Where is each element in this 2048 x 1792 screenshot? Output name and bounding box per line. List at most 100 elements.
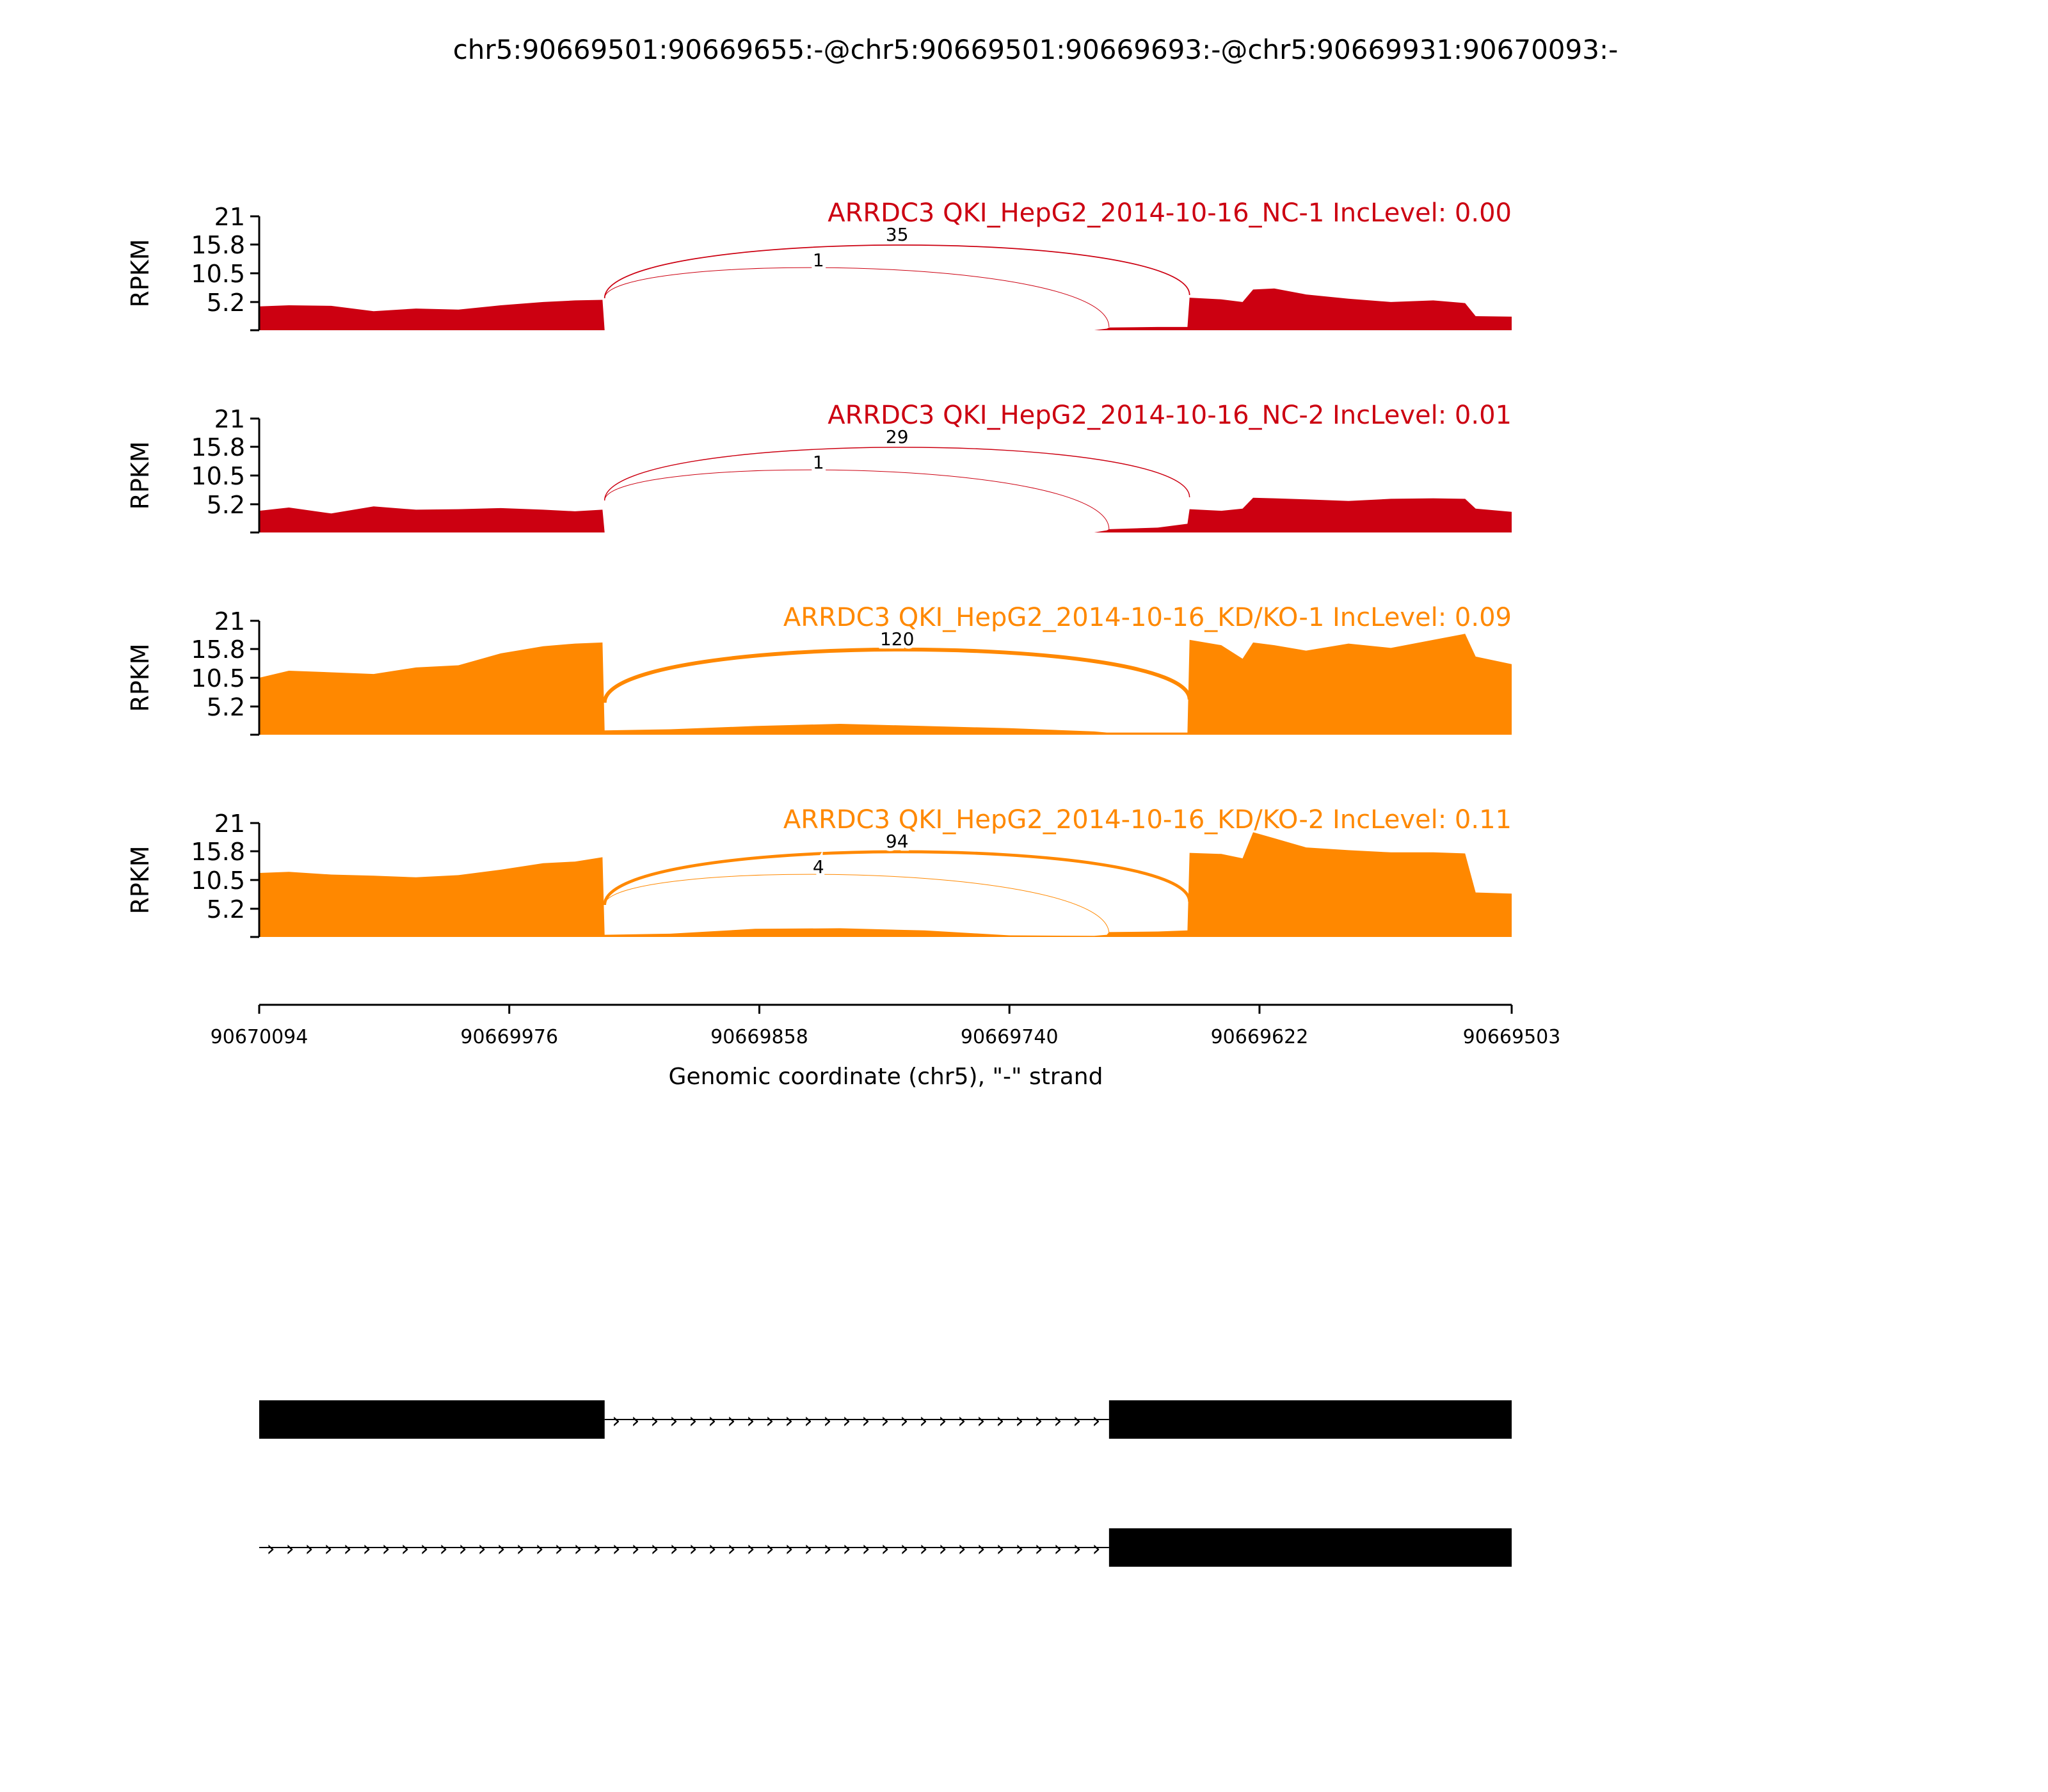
strand-arrow: › — [573, 1536, 582, 1562]
strand-arrow: › — [823, 1536, 832, 1562]
coverage-area — [259, 288, 1512, 330]
strand-arrow: › — [1092, 1536, 1101, 1562]
junction-arc — [604, 469, 1110, 530]
strand-arrow: › — [900, 1536, 909, 1562]
strand-arrow: › — [1034, 1408, 1043, 1434]
strand-arrow: › — [957, 1536, 966, 1562]
junction-count-label: 94 — [886, 831, 909, 852]
y-tick-label: 10.5 — [191, 664, 245, 692]
strand-arrow: › — [881, 1536, 890, 1562]
y-tick-label: 10.5 — [191, 867, 245, 895]
junction-arc — [604, 267, 1110, 328]
sample-label: ARRDC3 QKI_HepG2_2014-10-16_NC-1 IncLeve… — [828, 198, 1512, 228]
x-tick-label: 90670094 — [211, 1026, 308, 1048]
junction-count-label: 29 — [886, 426, 909, 447]
chart-title: chr5:90669501:90669655:-@chr5:90669501:9… — [453, 34, 1619, 65]
sample-panel: 29 1 ARRDC3 QKI_HepG2_2014-10-16_NC-2 IncL… — [126, 401, 1512, 534]
y-tick-label: 21 — [214, 810, 245, 838]
strand-arrow: › — [708, 1536, 717, 1562]
coverage-area — [259, 497, 1512, 532]
sample-panel: 94 4 ARRDC3 QKI_HepG2_2014-10-16_KD/KO-2 I… — [126, 805, 1512, 938]
junction-arc — [604, 874, 1110, 934]
strand-arrow: › — [650, 1408, 659, 1434]
strand-arrow: › — [535, 1536, 544, 1562]
strand-arrow: › — [477, 1536, 486, 1562]
strand-arrow: › — [996, 1408, 1005, 1434]
strand-arrow: › — [919, 1408, 928, 1434]
strand-arrow: › — [1015, 1408, 1024, 1434]
strand-arrow: › — [650, 1536, 659, 1562]
strand-arrow: › — [919, 1536, 928, 1562]
x-tick-label: 90669976 — [460, 1026, 558, 1048]
strand-arrow: › — [708, 1408, 717, 1434]
y-tick-label: 15.8 — [191, 231, 245, 259]
strand-arrow: › — [785, 1536, 794, 1562]
strand-arrow: › — [804, 1536, 813, 1562]
coverage-area — [259, 832, 1512, 937]
x-tick-label: 90669503 — [1463, 1026, 1561, 1048]
strand-arrow: › — [842, 1408, 851, 1434]
strand-arrow: › — [612, 1408, 621, 1434]
junction-count-label: 120 — [880, 628, 914, 650]
sample-label: ARRDC3 QKI_HepG2_2014-10-16_KD/KO-1 IncL… — [783, 603, 1512, 632]
strand-arrow: › — [765, 1408, 774, 1434]
exon-block — [1108, 1400, 1512, 1439]
coverage-area — [259, 634, 1512, 735]
strand-arrow: › — [458, 1536, 467, 1562]
y-tick-label: 10.5 — [191, 260, 245, 288]
strand-arrow: › — [1092, 1408, 1101, 1434]
strand-arrow: › — [516, 1536, 525, 1562]
junction-arc — [604, 244, 1190, 299]
strand-arrow: › — [881, 1408, 890, 1434]
strand-arrow: › — [401, 1536, 410, 1562]
strand-arrow: › — [669, 1536, 678, 1562]
x-tick-label: 90669858 — [710, 1026, 808, 1048]
strand-arrow: › — [938, 1408, 947, 1434]
strand-arrow: › — [439, 1536, 448, 1562]
strand-arrow: › — [1053, 1536, 1062, 1562]
y-tick-label: 5.2 — [207, 693, 245, 721]
y-axis-label: RPKM — [126, 643, 154, 712]
strand-arrow: › — [861, 1536, 870, 1562]
y-tick-label: 21 — [214, 405, 245, 433]
y-tick-label: 5.2 — [207, 895, 245, 924]
sample-label: ARRDC3 QKI_HepG2_2014-10-16_KD/KO-2 IncL… — [783, 805, 1512, 835]
junction-count-label: 4 — [813, 856, 824, 877]
y-axis-label: RPKM — [126, 441, 154, 509]
junction-count-label: 35 — [886, 224, 909, 245]
junction-arc — [602, 647, 1192, 703]
y-tick-label: 21 — [214, 203, 245, 231]
strand-arrow: › — [900, 1408, 909, 1434]
strand-arrow: › — [1053, 1408, 1062, 1434]
sample-panel: 35 1 ARRDC3 QKI_HepG2_2014-10-16_NC-1 IncL… — [126, 198, 1512, 332]
y-tick-label: 15.8 — [191, 433, 245, 461]
transcript: › › › › › › › › › › › › › › › › › › › › › › › › › › — [259, 1400, 1512, 1439]
strand-arrow: › — [765, 1536, 774, 1562]
y-tick-label: 15.8 — [191, 838, 245, 866]
strand-arrow: › — [1073, 1536, 1082, 1562]
strand-arrow: › — [977, 1408, 986, 1434]
strand-arrow: › — [804, 1408, 813, 1434]
y-axis-label: RPKM — [126, 239, 154, 307]
strand-arrow: › — [823, 1408, 832, 1434]
strand-arrow: › — [554, 1536, 563, 1562]
strand-arrow: › — [977, 1536, 986, 1562]
strand-arrow: › — [938, 1536, 947, 1562]
strand-arrow: › — [305, 1536, 314, 1562]
strand-arrow: › — [1034, 1536, 1043, 1562]
strand-arrow: › — [669, 1408, 678, 1434]
strand-arrow: › — [266, 1536, 275, 1562]
junction-arc — [604, 447, 1190, 501]
strand-arrow: › — [842, 1536, 851, 1562]
x-tick-label: 90669740 — [961, 1026, 1059, 1048]
x-axis: Genomic coordinate (chr5), "-" strand 90… — [211, 1004, 1561, 1090]
strand-arrow: › — [1073, 1408, 1082, 1434]
exon-block — [259, 1400, 605, 1439]
strand-arrow: › — [612, 1536, 621, 1562]
y-tick-label: 5.2 — [207, 491, 245, 519]
y-tick-label: 21 — [214, 607, 245, 636]
strand-arrow: › — [343, 1536, 352, 1562]
x-axis-label: Genomic coordinate (chr5), "-" strand — [669, 1064, 1103, 1090]
